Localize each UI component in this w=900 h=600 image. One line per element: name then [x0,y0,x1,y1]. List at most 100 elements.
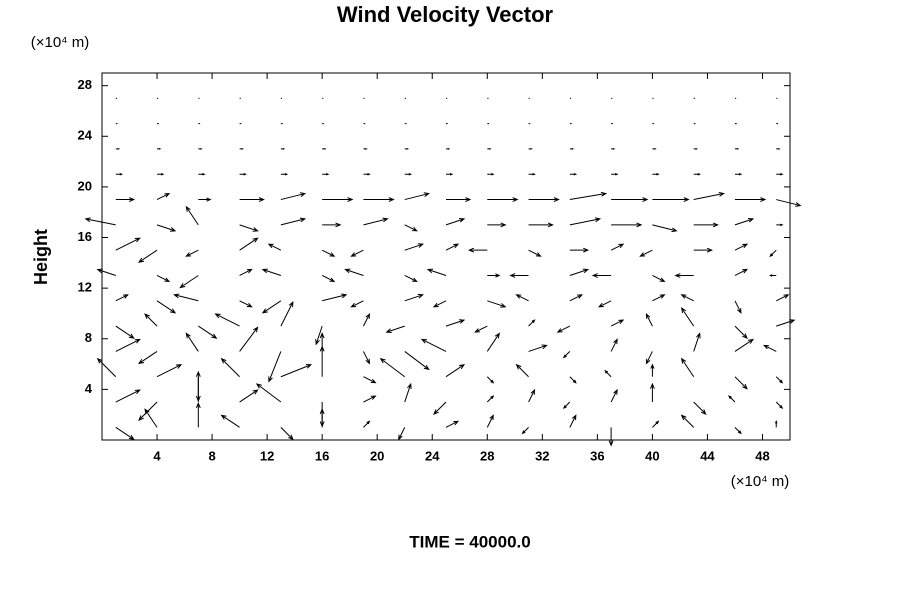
wind-vector [591,273,612,278]
wind-vector [611,172,619,176]
wind-vector [763,344,777,352]
wind-vector [569,268,590,276]
wind-vector [446,197,472,202]
wind-vector [363,217,389,226]
wind-vector [261,300,282,314]
x-tick-label: 20 [370,448,384,463]
wind-vector [604,369,612,378]
wind-vector [404,243,424,251]
wind-vector [115,426,135,441]
wind-vector [404,172,413,176]
wind-vector [363,172,371,176]
wind-vector [280,217,307,226]
x-tick-label: 24 [425,448,440,463]
wind-vector [652,148,657,150]
wind-vector [239,389,259,403]
y-tick-label: 20 [78,178,92,193]
wind-vector [486,395,495,403]
wind-vector [608,427,614,447]
wind-vector [680,307,695,327]
wind-vector [404,275,418,283]
wind-vector [734,172,743,176]
x-unit: (×10⁴ m) [731,473,790,490]
wind-vector [486,376,495,384]
wind-vector [487,273,501,278]
wind-vector [198,325,218,339]
wind-vector [562,401,571,409]
wind-vector [280,172,289,176]
wind-vector [157,172,165,176]
wind-vector [280,426,294,441]
x-tick-label: 48 [755,448,769,463]
wind-vector [268,351,282,383]
plot-frame [101,72,791,441]
wind-vector [528,344,548,352]
x-tick-label: 12 [260,448,274,463]
y-axis-label: Height [31,229,51,285]
x-tick-label: 16 [315,448,329,463]
wind-vector [426,268,447,276]
wind-vector [214,313,240,327]
wind-vector [768,274,777,277]
wind-vector [267,243,282,251]
wind-vector [379,357,406,378]
wind-vector [693,148,698,150]
wind-vector [446,172,454,176]
wind-vector [528,148,533,150]
wind-vector [315,325,323,346]
wind-vector [652,420,660,428]
wind-vector [515,363,529,378]
x-tick-label: 40 [645,448,659,463]
wind-vector [239,300,253,308]
wind-vector [322,222,342,228]
wind-vector [515,294,529,302]
wind-vector [562,351,571,359]
wind-vector [157,148,162,150]
wind-vector [115,325,135,339]
wind-vector [486,332,500,352]
y-tick-label: 4 [85,381,93,396]
wind-vector [156,192,171,200]
wind-vector [322,197,354,202]
wind-vector [239,172,247,176]
wind-vector [255,383,282,403]
wind-vector [362,312,371,327]
wind-vector [156,364,183,378]
wind-vector [137,249,158,263]
wind-vector [776,294,790,302]
wind-vector [776,199,802,207]
wind-vector [487,172,495,176]
wind-vector [156,275,171,283]
wind-vector [610,338,618,352]
wind-vector [96,357,117,378]
wind-vector [693,172,701,176]
wind-vector [728,395,736,403]
wind-vector [185,332,199,352]
wind-vector [350,249,364,257]
wind-vector [645,312,653,327]
chart-title: Wind Velocity Vector [337,2,554,27]
wind-vector [734,148,740,150]
wind-vector [693,192,725,201]
wind-vector [487,222,507,228]
wind-vector [321,249,336,257]
wind-vector [84,217,116,226]
wind-vector [137,350,158,365]
wind-vector [344,268,364,276]
y-tick-label: 16 [78,229,92,244]
wind-vector [433,401,447,415]
wind-vector [115,172,124,176]
wind-vector [734,300,742,314]
wind-vector [239,197,265,202]
wind-vector [776,148,781,150]
wind-vector [611,222,643,228]
wind-vector [734,338,755,352]
y-tick-label: 12 [78,280,92,295]
x-tick-label: 4 [153,448,161,463]
wind-vector [569,191,608,201]
y-tick-label: 24 [78,128,93,143]
wind-vector [734,197,767,202]
wind-vector [734,325,748,340]
wind-vector [195,402,201,428]
